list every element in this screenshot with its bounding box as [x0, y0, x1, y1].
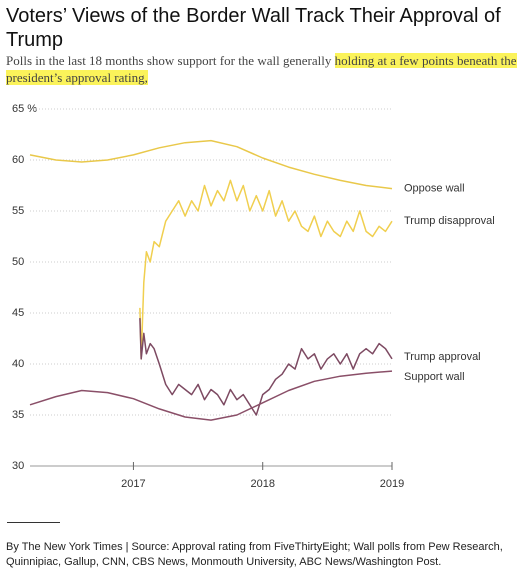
y-tick-label: 50: [12, 256, 24, 268]
series-line: [29, 370, 393, 421]
y-tick-label: 40: [12, 358, 24, 370]
y-tick-label: 45: [12, 307, 24, 319]
series-line: [139, 179, 393, 360]
y-tick-label: 55: [12, 205, 24, 217]
x-tick-label: 2018: [250, 478, 274, 490]
y-tick-label: 60: [12, 154, 24, 166]
y-tick-label: 65 %: [12, 103, 37, 115]
subtitle-text: Polls in the last 18 months show support…: [6, 53, 332, 68]
chart-title: Voters’ Views of the Border Wall Track T…: [6, 5, 501, 51]
subtitle: Polls in the last 18 months show support…: [6, 52, 521, 86]
x-tick-label: 2017: [121, 478, 145, 490]
series-label: Trump approval: [404, 351, 481, 363]
series-label: Trump disapproval: [404, 215, 495, 227]
y-tick-label: 35: [12, 409, 24, 421]
series-line: [139, 318, 393, 416]
series-label: Support wall: [404, 371, 465, 383]
x-tick-label: 2019: [380, 478, 404, 490]
chart: 30 35 40 45 50 55 60 65 % 2017 2018 2019 Oppose wal…: [12, 103, 495, 490]
source-note: By The New York Times | Source: Approval…: [6, 541, 503, 568]
series-line: [29, 139, 393, 190]
divider: [7, 522, 60, 523]
series-label: Oppose wall: [404, 182, 465, 194]
y-tick-label: 30: [12, 460, 24, 472]
